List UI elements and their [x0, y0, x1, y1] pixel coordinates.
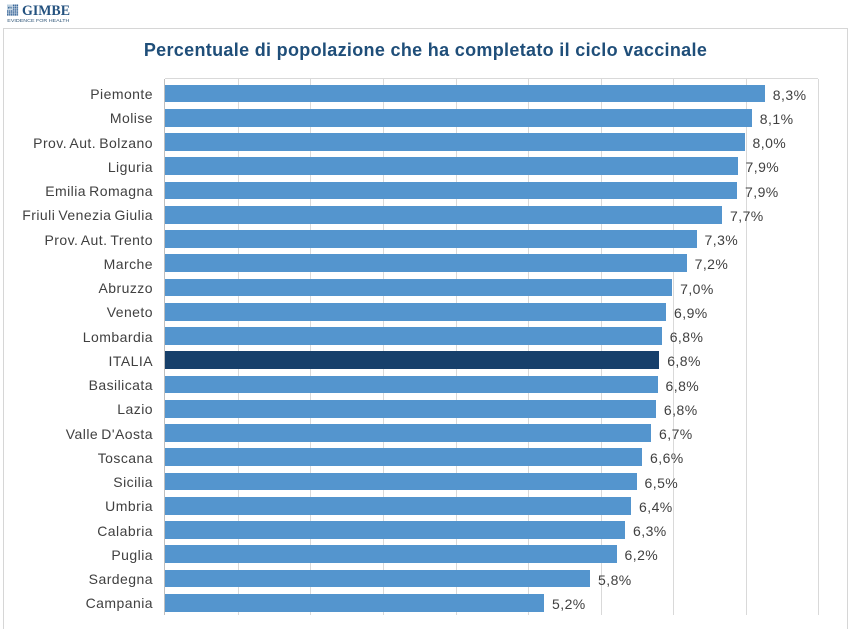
- svg-text:GIMBE: GIMBE: [22, 3, 70, 19]
- svg-text:EVIDENCE FOR HEALTH: EVIDENCE FOR HEALTH: [7, 18, 69, 23]
